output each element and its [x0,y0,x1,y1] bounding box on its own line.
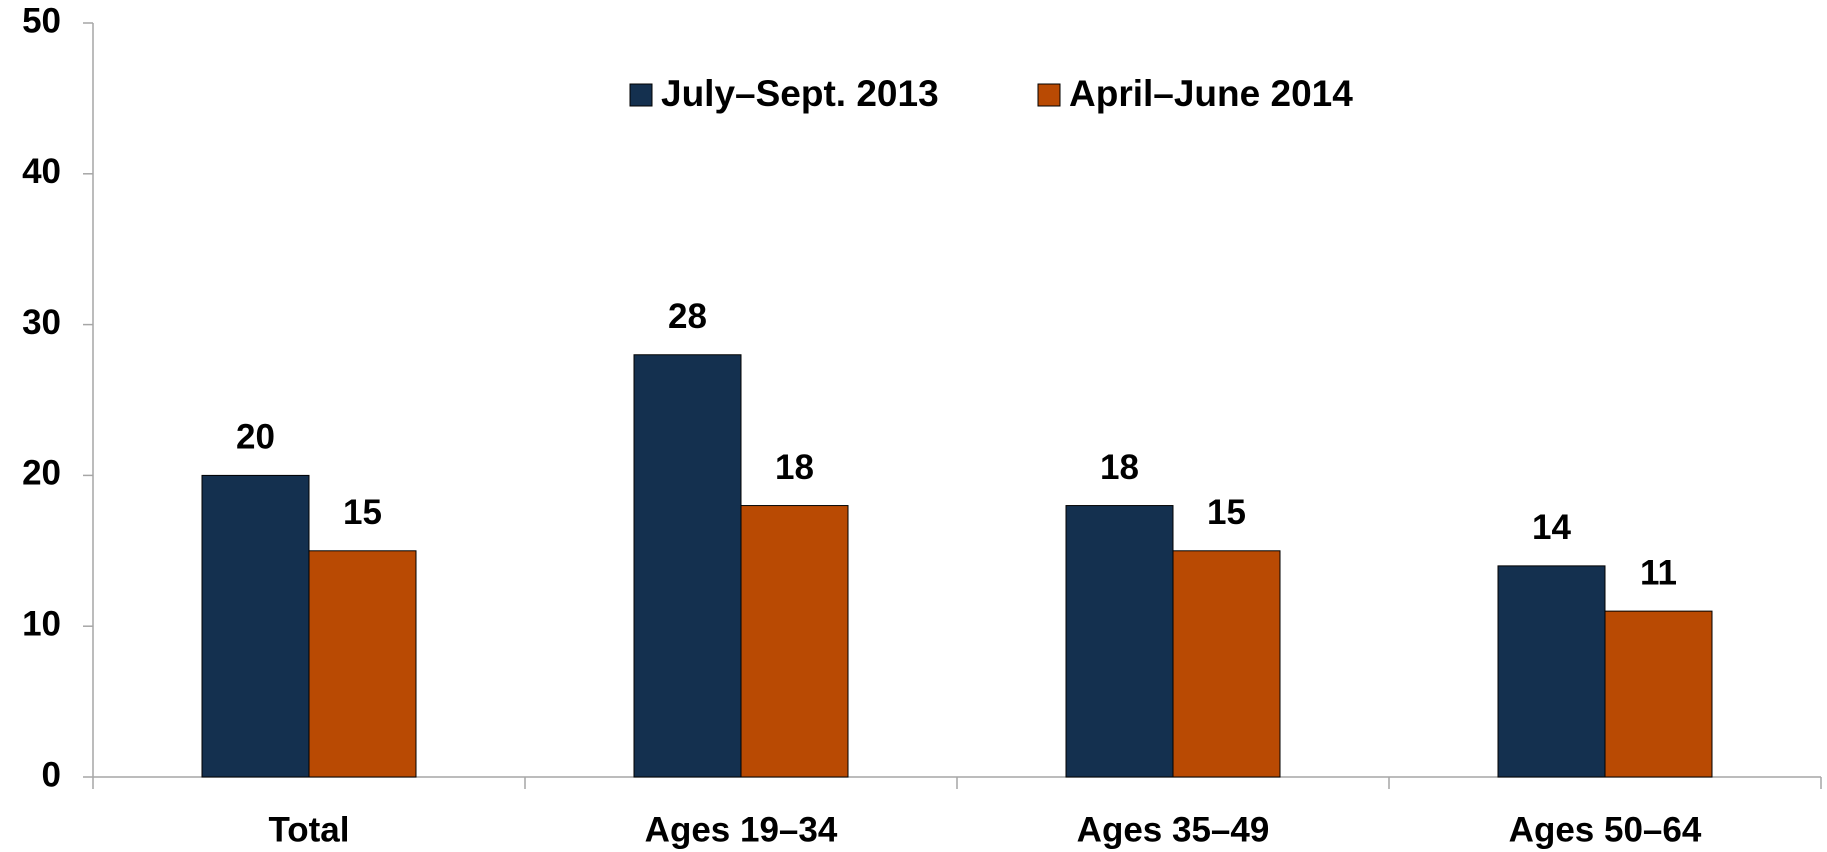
data-label: 11 [1640,553,1677,592]
y-tick-label: 20 [22,454,61,493]
bar [201,474,310,778]
x-tick-label: Ages 50–64 [1509,810,1702,849]
y-tick-label: 50 [22,1,61,40]
legend-swatch [629,83,653,107]
bar [1065,505,1174,778]
data-label: 28 [668,297,707,336]
bar [740,505,849,778]
legend-label: April–June 2014 [1069,73,1353,114]
y-tick-label: 40 [22,152,61,191]
bar [1604,610,1713,778]
legend-label: July–Sept. 2013 [661,73,939,114]
data-label: 15 [343,493,382,532]
bar [308,550,417,778]
legend-swatch [1037,83,1061,107]
y-tick-label: 30 [22,303,61,342]
bar [633,354,742,778]
data-label: 20 [236,418,275,457]
x-tick-label: Total [268,810,349,849]
data-label: 18 [1100,448,1139,487]
data-label: 18 [775,448,814,487]
y-tick-label: 10 [22,604,61,643]
y-tick-label: 0 [42,755,61,794]
data-label: 14 [1532,508,1571,547]
x-tick-label: Ages 19–34 [645,810,838,849]
bar [1497,565,1606,778]
bar [1172,550,1281,778]
data-label: 15 [1207,493,1246,532]
x-tick-label: Ages 35–49 [1077,810,1270,849]
